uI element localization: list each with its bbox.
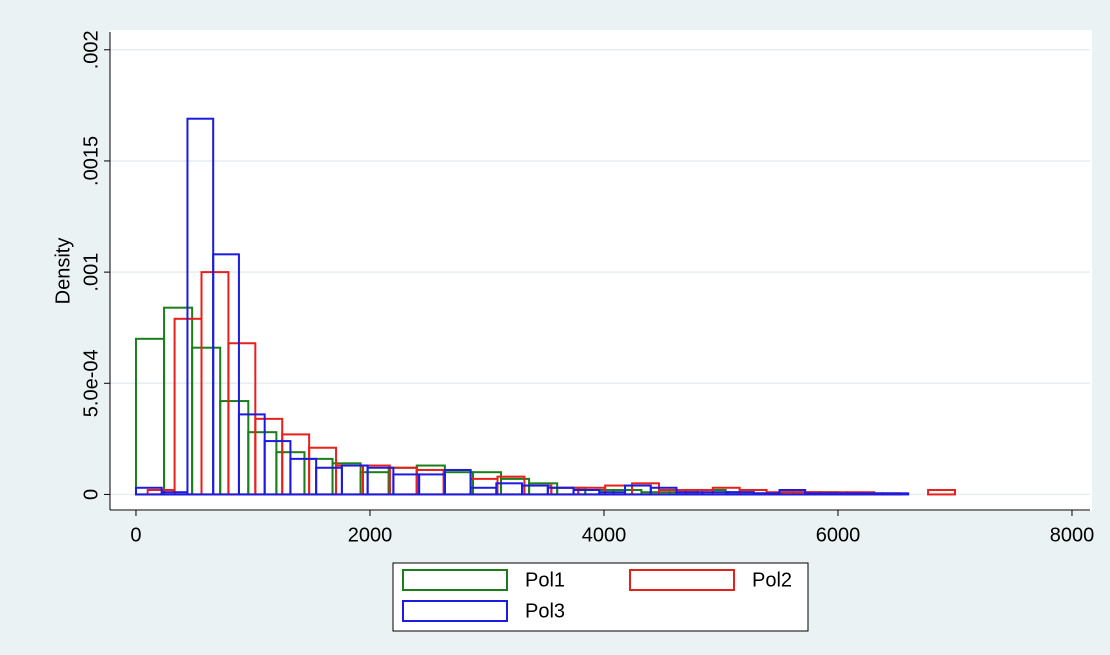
x-tick-label: 4000 (582, 524, 627, 546)
legend-swatch (629, 569, 735, 591)
y-tick-label: .001 (80, 253, 102, 292)
legend-label: Pol2 (752, 569, 792, 591)
bar (134, 486, 163, 496)
legend-label: Pol1 (525, 569, 565, 591)
legend-swatch (402, 569, 508, 591)
y-tick-label: 0 (80, 489, 102, 500)
y-tick-label: .002 (80, 30, 102, 69)
bar (927, 488, 956, 496)
x-tick-label: 6000 (816, 524, 861, 546)
y-axis-label: Density (52, 238, 74, 305)
x-tick-label: 0 (130, 524, 141, 546)
legend-label: Pol3 (525, 600, 565, 622)
bar (881, 492, 910, 496)
bar (778, 488, 807, 496)
bar (649, 486, 678, 496)
bar (829, 492, 858, 496)
bar (752, 492, 781, 496)
y-tick-label: .0015 (80, 136, 102, 186)
bar (443, 468, 472, 496)
legend-swatch (402, 600, 508, 622)
legend (392, 562, 809, 632)
y-tick-label: 5.0e-04 (80, 349, 102, 417)
bar (804, 492, 832, 496)
plot-area (110, 30, 1092, 511)
bar (855, 492, 884, 496)
bar (212, 253, 240, 496)
x-tick-label: 2000 (348, 524, 393, 546)
x-tick-label: 8000 (1050, 524, 1095, 546)
